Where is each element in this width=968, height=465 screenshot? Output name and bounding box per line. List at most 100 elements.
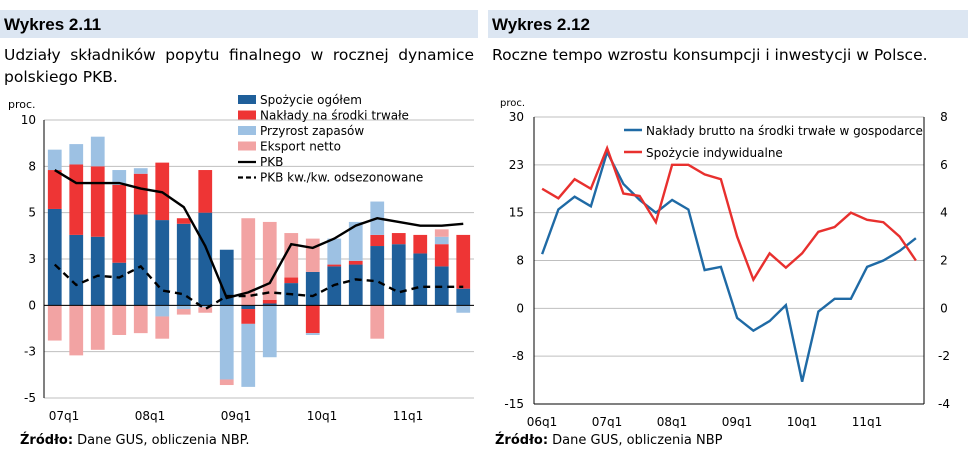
left-bar-segment [391, 233, 406, 245]
left-bar-segment [69, 144, 84, 165]
right-y-tick-right: 0 [940, 301, 948, 315]
left-x-tick-label: 09q1 [221, 409, 252, 423]
left-bar-segment [241, 323, 256, 387]
left-bar-segment [327, 238, 342, 265]
left-bar-segment [133, 214, 148, 306]
left-source-text: Dane GUS, obliczenia NBP. [77, 433, 250, 448]
left-bar-segment [305, 333, 320, 335]
left-bar-segment [112, 262, 127, 306]
left-bar-segment [456, 288, 471, 306]
left-bar-segment [370, 246, 385, 306]
left-bar-segment [305, 305, 320, 334]
left-bar-segment [155, 220, 170, 306]
left-bar-segment [176, 223, 191, 306]
left-bar-segment [241, 309, 256, 324]
left-gdp-line [54, 169, 464, 300]
left-bar-segment [90, 305, 105, 350]
left-bar-segment [262, 305, 277, 358]
left-bar-segment [69, 164, 84, 235]
left-bar-segment [133, 173, 148, 215]
left-bar-segment [219, 305, 234, 380]
left-x-tick-label: 10q1 [307, 409, 338, 423]
right-y-tick-right: 6 [940, 158, 948, 172]
left-bar-segment [241, 218, 256, 306]
right-x-tick-label: 07q1 [592, 415, 623, 428]
left-gdp-qq-line [53, 263, 464, 311]
left-legend-swatch [238, 141, 256, 151]
left-y-tick-label: 0 [28, 298, 36, 312]
left-bar-segment [176, 218, 191, 224]
left-bar-segment [391, 244, 406, 306]
left-bar-segment [241, 305, 256, 310]
left-bar-segment [155, 305, 170, 317]
left-legend-label: Eksport netto [260, 140, 341, 154]
right-y-tick-right: -4 [938, 397, 950, 411]
left-bar-segment [47, 305, 62, 341]
right-source: Źródło: Dane GUS, obliczenia NBP [495, 433, 722, 448]
right-x-tick-label: 06q1 [527, 415, 558, 428]
left-bar-segment [219, 379, 234, 386]
left-bar-segment [47, 149, 62, 171]
left-bar-segment [176, 305, 191, 310]
left-bar-segment [370, 305, 385, 339]
left-bar-segment [47, 170, 62, 209]
left-bar-segment [198, 170, 213, 213]
left-source: Źródło: Dane GUS, obliczenia NBP. [20, 433, 250, 448]
left-bar-segment [284, 277, 299, 284]
right-consumption-line [541, 144, 917, 283]
left-legend-label: Nakłady na środki trwałe [260, 109, 409, 123]
left-bar-segment [262, 299, 277, 304]
left-bar-segment [327, 264, 342, 267]
left-y-tick-label: -3 [24, 345, 36, 359]
left-bar-segment [112, 170, 127, 185]
left-bar-segment [198, 307, 213, 313]
left-y-axis-label: proc. [8, 98, 36, 111]
left-bar-segment [47, 208, 62, 306]
left-legend-label: Spożycie ogółem [260, 93, 362, 107]
left-y-tick-label: 5 [28, 206, 36, 220]
right-chart-subtitle: Roczne tempo wzrostu konsumpcji i inwest… [492, 46, 928, 64]
left-bar-segment [305, 238, 320, 272]
right-y-tick-left: 15 [509, 206, 524, 220]
left-legend-label: PKB kw./kw. odsezonowane [260, 171, 423, 185]
right-y-tick-left: 23 [509, 158, 524, 172]
left-bar-segment [262, 221, 277, 300]
left-bar-segment [90, 166, 105, 237]
right-x-tick-label: 11q1 [852, 415, 883, 428]
left-bar-segment [90, 136, 105, 167]
left-legend-swatch [238, 126, 256, 135]
left-bar-segment [348, 264, 363, 306]
right-title-bar: Wykres 2.12 [488, 10, 968, 38]
left-source-label: Źródło: [20, 433, 74, 448]
left-bar-segment [456, 305, 471, 313]
left-bar-segment [348, 221, 363, 261]
left-chart-subtitle: Udziały składników popytu finalnego w ro… [4, 46, 474, 86]
left-bar-segment [133, 168, 148, 174]
left-legend-swatch [238, 95, 256, 104]
right-y-tick-left: -8 [512, 349, 524, 363]
left-legend-swatch [238, 110, 256, 120]
left-bar-segment [434, 229, 449, 237]
left-bar-segment [198, 212, 213, 306]
left-bar-segment [262, 303, 277, 306]
left-x-tick-label: 11q1 [393, 409, 424, 423]
left-bar-segment [348, 260, 363, 265]
left-bar-segment [413, 234, 428, 254]
left-bar-segment [133, 305, 148, 334]
left-bar-segment [69, 234, 84, 306]
right-y-tick-left: 30 [509, 110, 524, 124]
right-y-tick-right: 8 [940, 110, 948, 124]
right-x-tick-label: 09q1 [722, 415, 753, 428]
left-x-tick-label: 07q1 [49, 409, 80, 423]
left-bar-segment [112, 305, 127, 335]
left-bar-segment [112, 184, 127, 263]
left-x-tick-label: 08q1 [135, 409, 166, 423]
left-bar-segment [434, 244, 449, 267]
right-y-tick-left: 0 [516, 301, 524, 315]
right-line-chart: proc.30 23 15 8 0 -8 -15 8 6 4 2 0 -2 -4 06q1 07q1 08q1 0… [500, 98, 950, 428]
left-legend-label: Przyrost zapasów [260, 124, 364, 138]
right-legend-consumption-label: Spożycie indywidualne [646, 146, 783, 160]
left-bar-segment [155, 316, 170, 339]
left-y-tick-label: -5 [24, 391, 36, 405]
right-x-tick-label: 08q1 [657, 415, 688, 428]
